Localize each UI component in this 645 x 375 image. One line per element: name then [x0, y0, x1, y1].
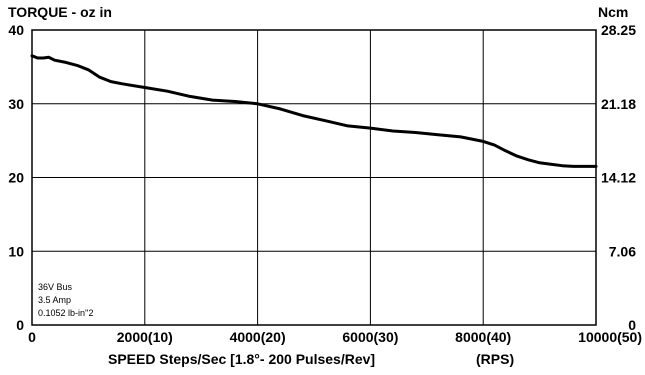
left-y-tick-label: 0: [16, 317, 24, 333]
series-layer: [30, 54, 598, 168]
left-y-tick-label: 20: [8, 170, 24, 186]
left-y-tick-label: 30: [8, 96, 24, 112]
torque-curve: [30, 54, 598, 168]
left-y-tick-label: 10: [8, 243, 24, 259]
x-tick-label: 8000(40): [455, 329, 511, 345]
right-y-tick-labels: 0 7.06 14.12 21.18 28.25: [601, 22, 636, 333]
right-y-tick-label: 7.06: [609, 243, 636, 259]
left-axis-title: TORQUE - oz in: [8, 4, 112, 20]
x-tick-label: 4000(20): [230, 329, 286, 345]
x-tick-label: 0: [28, 329, 36, 345]
right-y-tick-label: 0: [628, 317, 636, 333]
x-tick-label: 6000(30): [342, 329, 398, 345]
annotation-current: 3.5 Amp: [38, 295, 71, 305]
left-y-tick-labels: 0 10 20 30 40: [8, 22, 24, 333]
x-tick-labels: 0 2000(10) 4000(20) 6000(30) 8000(40) 10000(5…: [28, 329, 642, 345]
x-axis-label: SPEED Steps/Sec [1.8°- 200 Pulses/Rev]: [108, 351, 375, 367]
right-y-tick-label: 21.18: [601, 96, 636, 112]
right-axis-title: Ncm: [598, 4, 628, 20]
annotation-inertia: 0.1052 lb-in''2: [38, 308, 93, 318]
right-y-tick-label: 14.12: [601, 170, 636, 186]
left-y-tick-label: 40: [8, 22, 24, 38]
grid-lines: [32, 30, 596, 325]
annotation-bus-voltage: 36V Bus: [38, 282, 73, 292]
right-y-tick-label: 28.25: [601, 22, 636, 38]
x-tick-label: 10000(50): [578, 329, 642, 345]
x-tick-label: 2000(10): [117, 329, 173, 345]
x-axis-units: (RPS): [476, 351, 514, 367]
